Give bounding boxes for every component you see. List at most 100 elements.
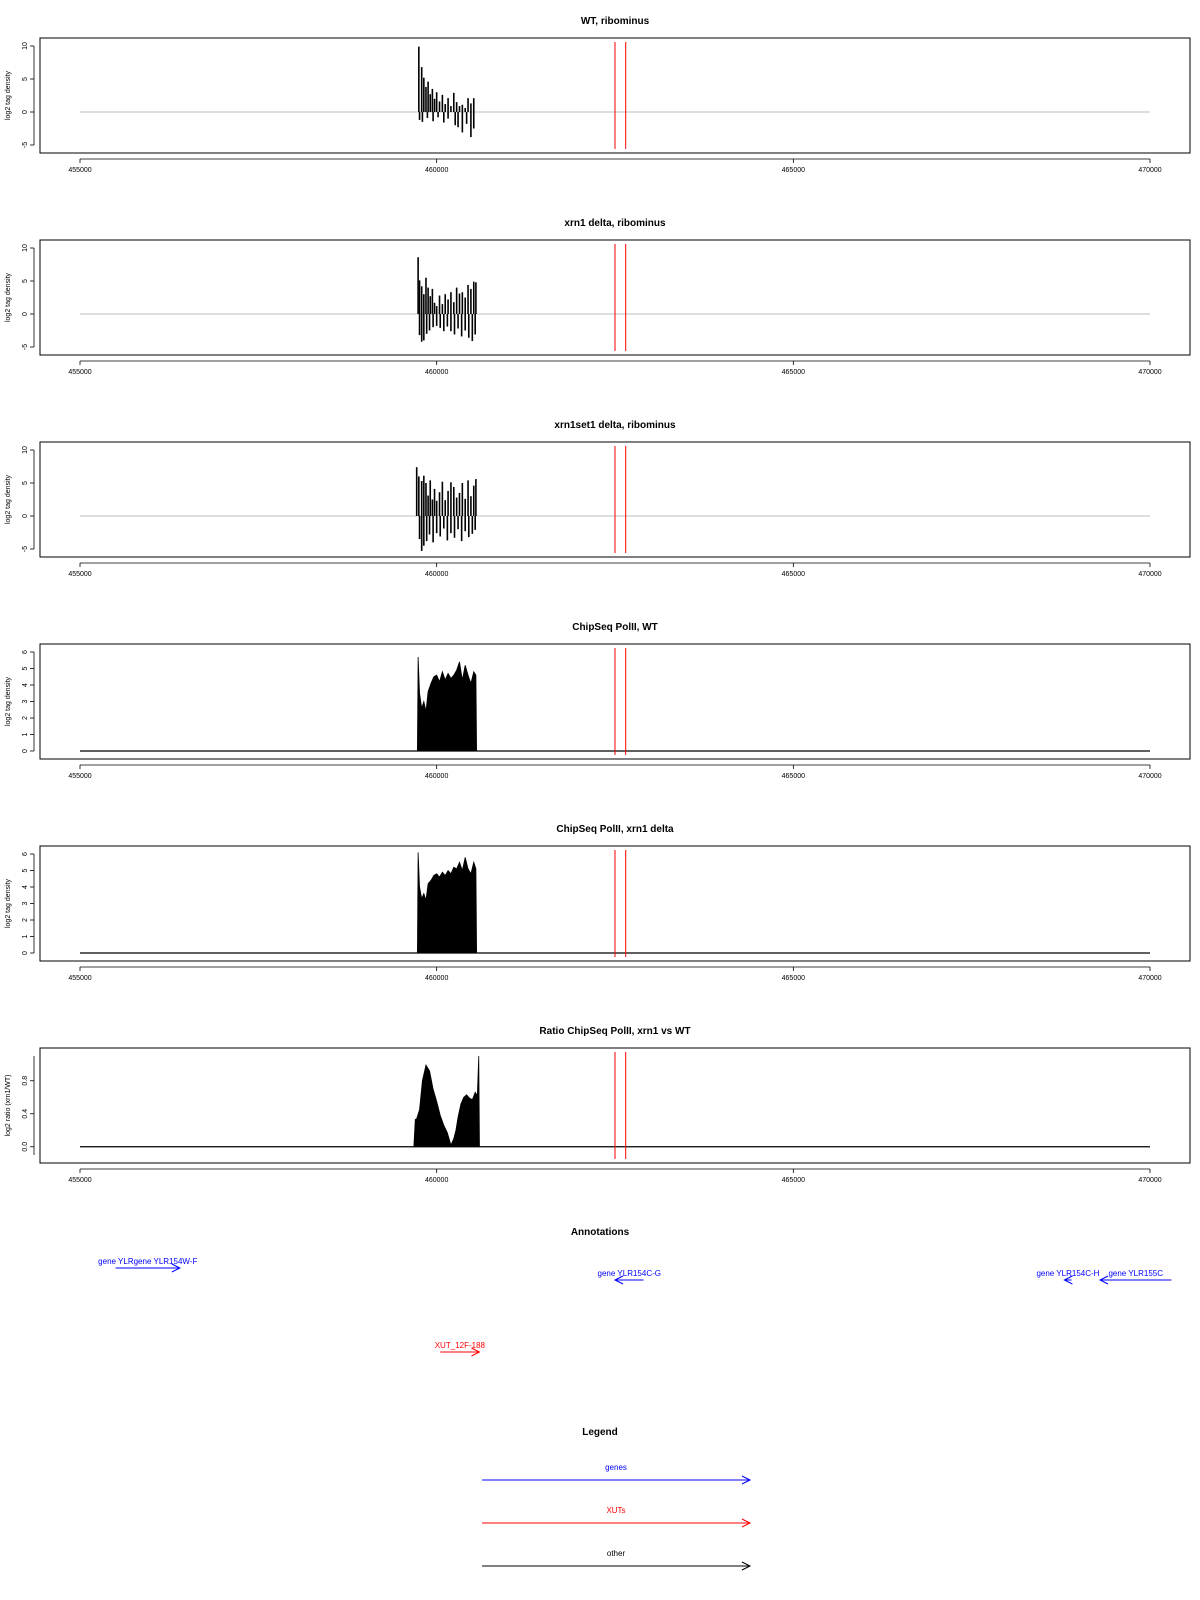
gene-label: gene YLR155C bbox=[1108, 1269, 1163, 1278]
y-tick-label: -5 bbox=[22, 344, 29, 350]
xut-arrow-head bbox=[471, 1347, 481, 1357]
panel-frame bbox=[39, 37, 1191, 154]
panel-title: xrn1set1 delta, ribominus bbox=[554, 420, 676, 431]
signal-area bbox=[413, 1055, 480, 1148]
gene-arrow-head bbox=[1063, 1275, 1073, 1285]
panel-title: WT, ribominus bbox=[581, 16, 650, 27]
legend-item-other: other bbox=[482, 1549, 752, 1571]
gene-label: gene YLR154C-H bbox=[1036, 1269, 1099, 1278]
panel-title: Ratio ChipSeq PolII, xrn1 vs WT bbox=[539, 1026, 690, 1037]
x-tick-label: 455000 bbox=[68, 975, 91, 982]
y-tick-label: 0.8 bbox=[22, 1076, 29, 1086]
y-tick-label: 0.4 bbox=[22, 1109, 29, 1119]
legend-title: Legend bbox=[582, 1427, 618, 1438]
y-tick-label: 6 bbox=[22, 650, 29, 654]
x-tick-label: 470000 bbox=[1138, 975, 1161, 982]
legend-arrow-head bbox=[741, 1475, 752, 1485]
y-tick-label: 5 bbox=[22, 77, 29, 81]
panel-title: xrn1 delta, ribominus bbox=[564, 218, 666, 229]
y-tick-label: 3 bbox=[22, 901, 29, 905]
y-tick-label: 6 bbox=[22, 852, 29, 856]
legend-label: XUTs bbox=[606, 1506, 625, 1515]
signal-area bbox=[417, 852, 478, 954]
xut-annotation: XUT_12F-188 bbox=[435, 1341, 486, 1357]
x-tick-label: 470000 bbox=[1138, 571, 1161, 578]
panel-3: xrn1set1 delta, ribominus -5 0 5 10 log2 tag … bbox=[5, 420, 1191, 578]
x-tick-label: 465000 bbox=[782, 571, 805, 578]
y-tick-label: 10 bbox=[22, 42, 29, 50]
y-tick-label: 3 bbox=[22, 699, 29, 703]
legend-label: genes bbox=[605, 1463, 627, 1472]
panel-frame bbox=[39, 845, 1191, 962]
panel-1: WT, ribominus -5 0 5 10 log2 tag density 45500… bbox=[5, 16, 1191, 174]
x-tick-label: 470000 bbox=[1138, 1177, 1161, 1184]
x-tick-label: 465000 bbox=[782, 167, 805, 174]
x-tick-label: 460000 bbox=[425, 369, 448, 376]
x-tick-label: 470000 bbox=[1138, 167, 1161, 174]
gene-annotation: gene YLR154C-G bbox=[598, 1269, 661, 1285]
y-axis-label: log2 tag density bbox=[5, 676, 12, 726]
legend-arrow-head bbox=[741, 1518, 752, 1528]
x-tick-label: 465000 bbox=[782, 773, 805, 780]
x-tick-label: 460000 bbox=[425, 167, 448, 174]
panel-2: xrn1 delta, ribominus -5 0 5 10 log2 tag dens… bbox=[5, 218, 1191, 376]
y-tick-label: 2 bbox=[22, 918, 29, 922]
y-tick-label: -5 bbox=[22, 142, 29, 148]
x-tick-label: 470000 bbox=[1138, 369, 1161, 376]
annotation-items: gene YLRgene YLR154W-F gene YLR154C-G gene… bbox=[98, 1257, 1172, 1357]
x-tick-label: 465000 bbox=[782, 1177, 805, 1184]
x-tick-label: 460000 bbox=[425, 571, 448, 578]
y-tick-label: 4 bbox=[22, 885, 29, 889]
panel-5: ChipSeq PolII, xrn1 delta 0 1 2 3 4 5 6 log2 tag… bbox=[5, 824, 1191, 982]
x-tick-label: 455000 bbox=[68, 773, 91, 780]
panel-frame bbox=[39, 1047, 1191, 1164]
y-axis-label: log2 tag density bbox=[5, 474, 12, 524]
panel-frame bbox=[39, 643, 1191, 760]
panel-title: ChipSeq PolII, WT bbox=[572, 622, 658, 633]
y-tick-label: 10 bbox=[22, 446, 29, 454]
x-tick-label: 465000 bbox=[782, 975, 805, 982]
y-tick-label: 10 bbox=[22, 244, 29, 252]
y-axis-label: log2 tag density bbox=[5, 272, 12, 322]
y-tick-label: 5 bbox=[22, 279, 29, 283]
legend-arrow-head bbox=[741, 1561, 752, 1571]
y-tick-label: 0 bbox=[22, 110, 29, 114]
gene-arrow-head bbox=[171, 1263, 181, 1273]
y-tick-label: 1 bbox=[22, 732, 29, 736]
y-tick-label: 0 bbox=[22, 514, 29, 518]
signal-area bbox=[417, 656, 478, 752]
gene-label: gene YLRgene YLR154W-F bbox=[98, 1257, 197, 1266]
xut-label: XUT_12F-188 bbox=[435, 1341, 486, 1350]
y-tick-label: 4 bbox=[22, 683, 29, 687]
x-tick-label: 460000 bbox=[425, 773, 448, 780]
annotations-title: Annotations bbox=[571, 1227, 630, 1238]
x-tick-label: 455000 bbox=[68, 1177, 91, 1184]
legend-section: Legend genes XUTs other bbox=[482, 1427, 752, 1571]
y-axis-label: log2 ratio (xrn1/WT) bbox=[5, 1075, 12, 1137]
y-tick-label: 5 bbox=[22, 868, 29, 872]
x-tick-label: 465000 bbox=[782, 369, 805, 376]
gene-arrow-head bbox=[1098, 1275, 1109, 1285]
x-tick-label: 455000 bbox=[68, 369, 91, 376]
gene-annotation: gene YLRgene YLR154W-F bbox=[98, 1257, 197, 1273]
y-tick-label: 0 bbox=[22, 312, 29, 316]
y-tick-label: 0 bbox=[22, 749, 29, 753]
legend-label: other bbox=[607, 1549, 626, 1558]
x-tick-label: 455000 bbox=[68, 167, 91, 174]
y-tick-label: -5 bbox=[22, 546, 29, 552]
y-tick-label: 0.0 bbox=[22, 1142, 29, 1152]
gene-label: gene YLR154C-G bbox=[598, 1269, 661, 1278]
panel-title: ChipSeq PolII, xrn1 delta bbox=[556, 824, 674, 835]
gene-arrow-head bbox=[613, 1275, 624, 1285]
gene-annotation: gene YLR154C-H bbox=[1036, 1269, 1100, 1285]
x-tick-label: 460000 bbox=[425, 1177, 448, 1184]
y-tick-label: 1 bbox=[22, 934, 29, 938]
y-axis-label: log2 tag density bbox=[5, 70, 12, 120]
y-tick-label: 0 bbox=[22, 951, 29, 955]
legend-item-xut: XUTs bbox=[482, 1506, 752, 1528]
x-tick-label: 460000 bbox=[425, 975, 448, 982]
y-tick-label: 2 bbox=[22, 716, 29, 720]
